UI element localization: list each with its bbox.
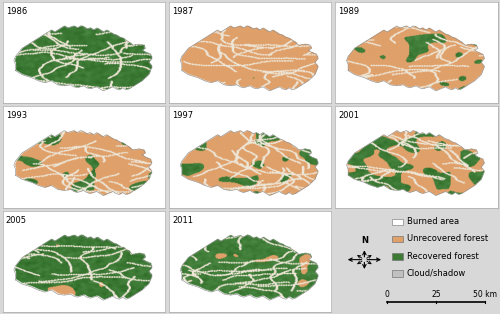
Text: Burned area: Burned area [406, 217, 459, 226]
Text: 2001: 2001 [338, 111, 359, 120]
Text: 0: 0 [384, 290, 390, 299]
Text: 1986: 1986 [6, 7, 27, 16]
Text: Recovered forest: Recovered forest [406, 252, 478, 261]
Bar [392, 253, 402, 260]
Bar [392, 270, 402, 277]
Text: Cloud/shadow: Cloud/shadow [406, 269, 466, 278]
Text: 2011: 2011 [172, 216, 193, 225]
Text: 1989: 1989 [338, 7, 359, 16]
Bar [392, 236, 402, 242]
Text: 1987: 1987 [172, 7, 194, 16]
Text: 25: 25 [431, 290, 440, 299]
Bar [392, 219, 402, 225]
Text: 2005: 2005 [6, 216, 26, 225]
Text: 1997: 1997 [172, 111, 193, 120]
Text: 50 km: 50 km [472, 290, 496, 299]
Text: Unrecovered forest: Unrecovered forest [406, 234, 488, 243]
Text: N: N [361, 236, 368, 245]
Text: 1993: 1993 [6, 111, 27, 120]
